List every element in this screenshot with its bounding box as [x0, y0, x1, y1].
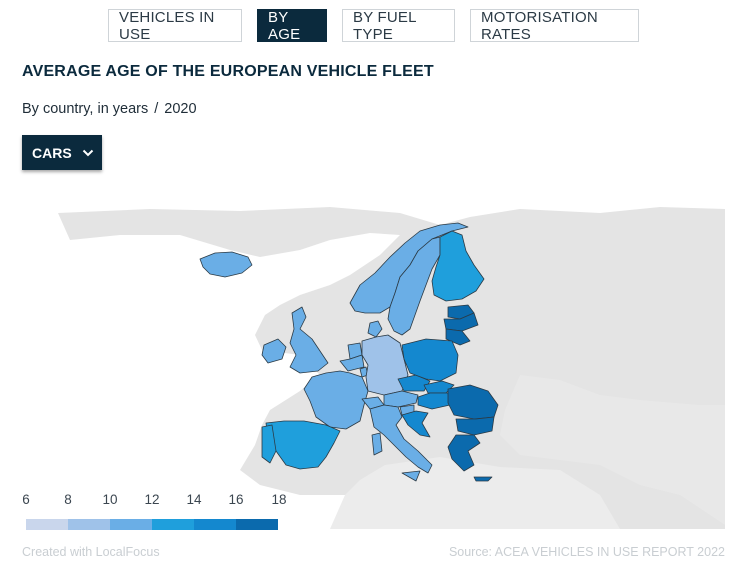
source-note: Source: ACEA VEHICLES IN USE REPORT 2022: [448, 545, 725, 559]
country-france[interactable]: [303, 370, 369, 430]
country-bulgaria[interactable]: [455, 416, 495, 436]
region-sardinia[interactable]: [371, 432, 383, 456]
country-united-kingdom[interactable]: [289, 306, 329, 374]
legend-tick: 14: [186, 492, 202, 507]
legend-tick: 10: [102, 492, 118, 507]
country-croatia[interactable]: [401, 410, 431, 438]
country-greece[interactable]: [447, 434, 481, 472]
tab-by-age[interactable]: BY AGE: [257, 9, 327, 43]
region-sicily[interactable]: [401, 470, 421, 482]
country-iceland[interactable]: [199, 251, 253, 278]
tab-motorisation-rates[interactable]: MOTORISATION RATES: [470, 9, 639, 43]
tab-by-fuel-type[interactable]: BY FUEL TYPE: [342, 9, 455, 43]
country-ireland[interactable]: [261, 338, 287, 364]
legend-swatch: [236, 519, 278, 530]
vehicle-type-dropdown[interactable]: CARS: [22, 135, 102, 170]
view-tabs: VEHICLES IN USE BY AGE BY FUEL TYPE MOTO…: [108, 9, 639, 43]
country-italy[interactable]: [369, 404, 433, 474]
subtitle-text: By country, in years: [22, 101, 149, 117]
subtitle-separator: /: [154, 101, 159, 117]
legend-swatch: [110, 519, 152, 530]
legend-swatch: [68, 519, 110, 530]
country-norway[interactable]: [349, 222, 469, 314]
legend-tick: 18: [271, 492, 287, 507]
chart-title: AVERAGE AGE OF THE EUROPEAN VEHICLE FLEE…: [22, 63, 434, 80]
legend-tick: 6: [22, 492, 30, 507]
country-belgium[interactable]: [339, 354, 365, 372]
legend-tick: 8: [64, 492, 72, 507]
countries: [199, 222, 499, 482]
country-sweden[interactable]: [387, 236, 441, 336]
chart-subtitle: By country, in years / 2020: [22, 101, 197, 117]
credit-link[interactable]: Created with LocalFocus: [22, 545, 160, 559]
country-portugal[interactable]: [261, 424, 277, 464]
tab-vehicles-in-use[interactable]: VEHICLES IN USE: [108, 9, 242, 43]
legend-color-scale: [26, 519, 278, 530]
legend-swatch: [152, 519, 194, 530]
subtitle-year: 2020: [164, 101, 197, 117]
country-poland[interactable]: [401, 338, 459, 382]
chevron-down-icon: [82, 149, 93, 156]
legend-tick: 12: [144, 492, 160, 507]
legend-swatch: [26, 519, 68, 530]
region-crete[interactable]: [473, 476, 493, 482]
country-denmark[interactable]: [367, 320, 383, 338]
legend-swatch: [194, 519, 236, 530]
legend-tick-labels: 6 8 10 12 14 16 18: [0, 492, 300, 510]
europe-map[interactable]: [0, 195, 740, 535]
vehicle-type-value: CARS: [32, 144, 72, 161]
legend-tick: 16: [228, 492, 244, 507]
country-finland[interactable]: [431, 230, 485, 302]
